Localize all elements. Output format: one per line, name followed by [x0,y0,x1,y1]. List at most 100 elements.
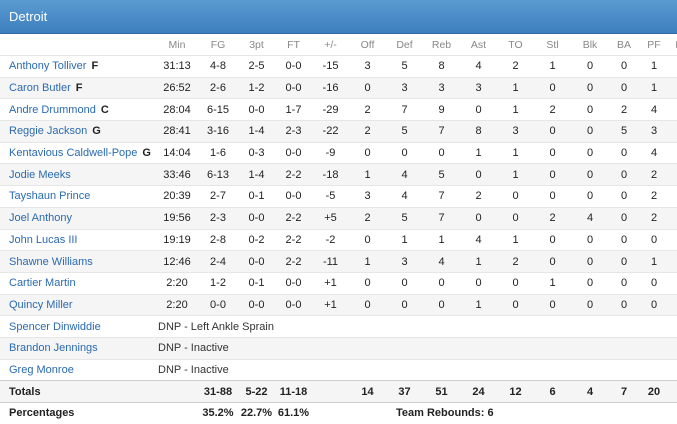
stat-cell: 0 [549,82,556,95]
player-position: F [91,60,99,73]
stat-cell: 2 [650,212,658,225]
totals-3pt: 5-22 [245,385,268,398]
dnp-reason: DNP - Inactive [158,342,229,355]
stat-cell: +1 [324,298,337,311]
stat-cell: 2-2 [285,212,302,225]
stat-cell: -15 [322,60,339,73]
stat-cell: 0 [620,298,628,311]
stat-cell: 2-7 [210,190,226,203]
stat-cell: 3 [512,125,519,138]
totals-pf: 20 [647,385,661,398]
totals-reb: 51 [435,385,448,398]
stat-cell: 0 [586,277,594,290]
player-name-link[interactable]: Brandon Jennings [9,342,98,355]
stat-cell: 4 [401,190,408,203]
stat-cell: 0 [549,147,556,160]
player-cell: Spencer Dinwiddie [0,316,156,338]
player-name-link[interactable]: John Lucas III [9,233,78,246]
player-cell: Andre Drummond C [0,99,156,121]
stat-cell: 2 [512,60,519,73]
stat-cell: 19:56 [163,212,191,225]
player-cell: Greg Monroe [0,359,156,381]
column-header-ba: BA [616,38,631,51]
stat-cell: 2 [364,212,371,225]
stat-cell: 1 [650,255,658,268]
stat-cell: 19:19 [163,233,191,246]
stat-cell: 2-3 [210,212,226,225]
stat-cell: 26:52 [163,82,191,95]
column-header-3pt: 3pt [249,38,264,51]
stat-cell: 0 [586,60,594,73]
player-name-link[interactable]: Reggie Jackson [9,125,88,138]
table-row: Kentavious Caldwell-Pope G 14:04 1-6 0-3 0-0 -… [0,142,677,164]
stat-cell: 8 [475,125,482,138]
stat-cell: 0 [586,168,594,181]
table-row: Shawne Williams 12:46 2-4 0-0 2-2 -11 1 3 4 1 2 0 0 0… [0,250,677,273]
stat-cell: 3 [475,82,482,95]
stat-cell: 0 [620,82,628,95]
stat-cell: 1 [438,233,445,246]
table-row: Reggie Jackson G 28:41 3-16 1-4 2-3 -22 2 5 7 8 3 0 0… [0,120,677,143]
stat-cell: 4 [438,255,445,268]
stat-cell: 0 [549,190,556,203]
stat-cell: 9 [438,103,445,116]
dnp-reason: DNP - Left Ankle Sprain [158,320,274,333]
stat-cell: 3 [401,255,408,268]
player-name-link[interactable]: Jodie Meeks [9,168,71,181]
stat-cell: 0 [438,277,445,290]
stat-cell: 3 [401,82,408,95]
stat-cell: 4 [650,147,658,160]
stat-cell: 1-2 [210,277,226,290]
player-name-link[interactable]: Quincy Miller [9,298,73,311]
stat-cell: 5 [401,60,408,73]
team-header: Detroit [0,0,677,34]
player-cell: Tayshaun Prince [0,186,156,208]
stat-cell: 0 [586,255,594,268]
player-name-link[interactable]: Shawne Williams [9,255,93,268]
player-name-link[interactable]: Kentavious Caldwell-Pope [9,147,138,160]
column-header-to: TO [508,38,523,51]
player-name-link[interactable]: Spencer Dinwiddie [9,320,101,333]
totals-row: Totals 31-88 5-22 11-18 14 37 51 24 12 6… [0,380,677,403]
stat-cell: 0 [549,298,556,311]
column-header-fg: FG [210,38,226,51]
column-header-row: Min FG 3pt FT +/- Off Def Reb Ast TO Stl Blk BA PF Pts [0,34,677,56]
column-header-def: Def [396,38,413,51]
stat-cell: 1-2 [248,82,265,95]
stat-cell: -11 [322,255,339,268]
player-position: C [100,103,109,116]
stat-cell: 0-0 [210,298,226,311]
stat-cell: 1 [549,277,556,290]
stat-cell: 1 [512,233,519,246]
dnp-row: Spencer Dinwiddie DNP - Left Ankle Sprain [0,315,677,338]
percentages-3pt: 22.7% [240,407,273,420]
player-name-link[interactable]: Cartier Martin [9,277,76,290]
player-name-link[interactable]: Caron Butler [9,82,71,95]
stat-cell: 2 [620,103,628,116]
stat-cell: 3 [438,82,445,95]
stat-cell: 7 [401,103,408,116]
stat-cell: -5 [325,190,336,203]
player-name-link[interactable]: Andre Drummond [9,103,96,116]
player-name-link[interactable]: Greg Monroe [9,363,74,376]
player-cell: Quincy Miller [0,294,156,316]
stat-cell: 0-2 [248,233,265,246]
column-header-ast: Ast [470,38,487,51]
stat-cell: 14:04 [163,147,191,160]
stat-cell: 0 [620,212,628,225]
stat-cell: 12:46 [163,255,191,268]
player-name-link[interactable]: Tayshaun Prince [9,190,91,203]
stat-cell: 6-13 [206,168,230,181]
player-name-link[interactable]: Joel Anthony [9,212,72,225]
stat-cell: 6 [669,229,677,251]
column-header-: +/- [324,38,337,51]
player-name-link[interactable]: Anthony Tolliver [9,60,87,73]
stat-cell: 13 [669,99,677,121]
stat-cell: -16 [322,82,339,95]
stat-cell: 2-2 [285,255,302,268]
stat-cell: 0-1 [248,190,265,203]
totals-pts: 78 [669,381,677,403]
